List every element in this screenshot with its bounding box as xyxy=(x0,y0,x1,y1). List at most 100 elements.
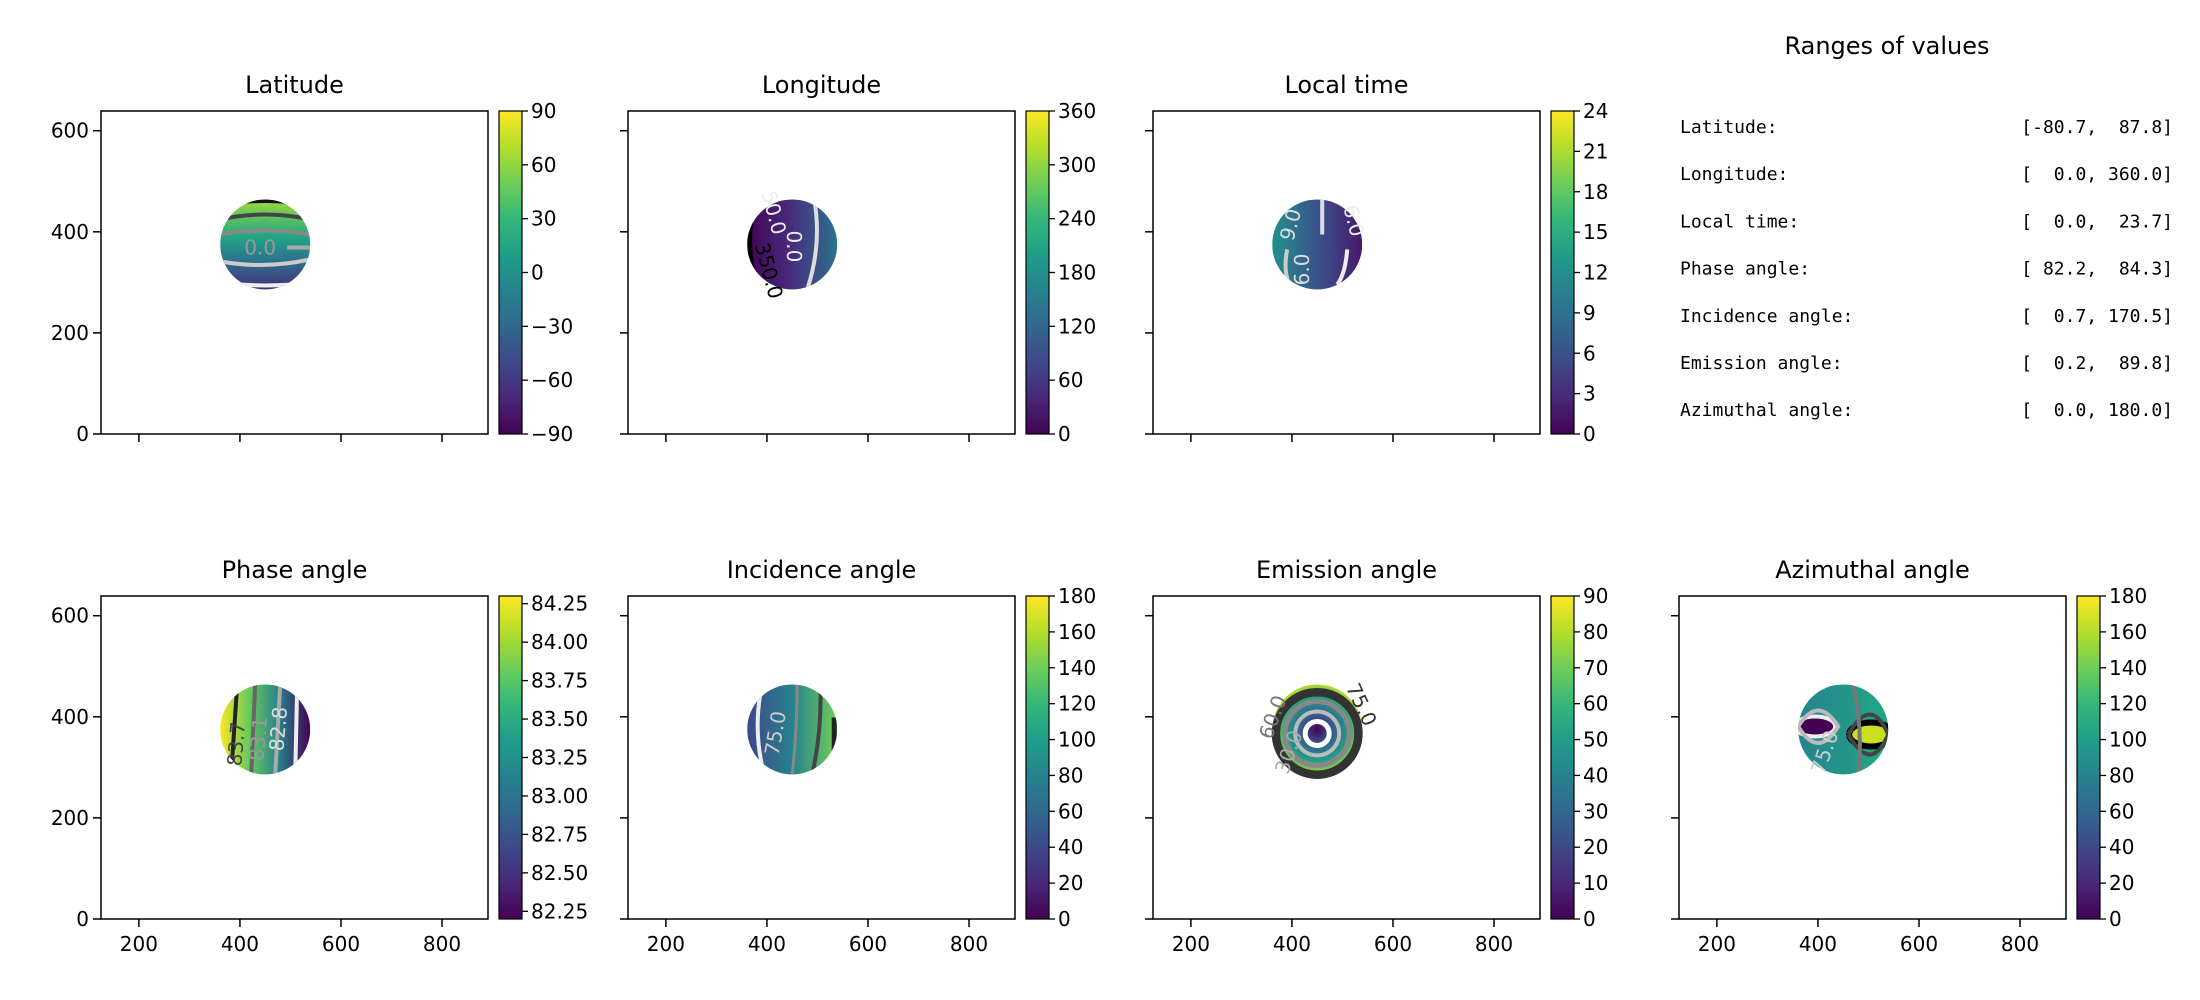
colorbar-tick-label: 40 xyxy=(1583,763,1608,787)
colorbar-tick-label: 160 xyxy=(2109,620,2147,644)
panel-latitude: Latitude 0.0 0 200 400 600 −90 −60 −30 0 30 60 90 xyxy=(51,71,573,446)
x-tick-label: 400 xyxy=(1799,932,1837,956)
y-tick-label: 0 xyxy=(76,907,89,931)
panel-title: Phase angle xyxy=(222,556,368,584)
colorbar-gradient xyxy=(1550,595,1575,920)
colorbar-tick-label: 0 xyxy=(2109,907,2122,931)
contour-line xyxy=(1293,709,1342,758)
y-tick-label: 0 xyxy=(76,422,89,446)
colorbar-tick-label: 40 xyxy=(1058,835,1083,859)
colorbar-tick-label: 0 xyxy=(1583,422,1596,446)
contour-label: 82.8 xyxy=(264,706,292,752)
contour-line xyxy=(1274,690,1361,775)
panel-title: Longitude xyxy=(762,71,881,99)
x-tick-label: 200 xyxy=(120,932,158,956)
x-tick-label: 600 xyxy=(1374,932,1412,956)
panel-title: Emission angle xyxy=(1256,556,1437,584)
axes-frame xyxy=(100,595,489,920)
y-tick-label: 600 xyxy=(51,604,89,628)
contour-line xyxy=(229,684,240,775)
panel-title: Local time xyxy=(1284,71,1408,99)
colorbar-tick-label: 82.25 xyxy=(531,899,588,923)
colorbar: 0 20 40 60 80 100 120 140 160 180 xyxy=(1025,584,1096,931)
colorbar-gradient xyxy=(1025,110,1050,435)
colorbar-tick-label: 0 xyxy=(1058,422,1071,446)
contour-line xyxy=(220,228,311,237)
colorbar-tick-label: 120 xyxy=(1058,314,1096,338)
x-tick-label: 400 xyxy=(748,932,786,956)
y-tick-label: 400 xyxy=(51,705,89,729)
contour-line xyxy=(249,684,258,775)
colorbar-tick-label: 30 xyxy=(531,207,556,231)
colorbar-tick-label: 83.50 xyxy=(531,707,588,731)
colorbar-tick-label: 140 xyxy=(1058,656,1096,680)
colorbar-tick-label: 180 xyxy=(1058,584,1096,608)
colorbar-tick-label: 120 xyxy=(2109,692,2147,716)
range-value: [-80.7, 87.8] xyxy=(2021,117,2173,138)
range-label: Longitude: xyxy=(1680,164,1788,185)
contour-line xyxy=(1335,249,1350,286)
colorbar-tick-label: 82.75 xyxy=(531,822,588,846)
colorbar-tick-label: 18 xyxy=(1583,180,1608,204)
colorbar-tick-label: 15 xyxy=(1583,220,1608,244)
range-value: [ 0.2, 89.8] xyxy=(2021,353,2173,374)
y-tick-label: 600 xyxy=(51,119,89,143)
x-tick-label: 400 xyxy=(221,932,259,956)
colorbar-tick-label: 83.75 xyxy=(531,669,588,693)
disk-image xyxy=(1798,684,1889,775)
colorbar-tick-label: 83.00 xyxy=(531,784,588,808)
x-tick-label: 800 xyxy=(423,932,461,956)
colorbar-tick-label: −30 xyxy=(531,314,573,338)
colorbar-gradient xyxy=(1550,110,1575,435)
contour-label: 83.7 xyxy=(222,721,250,767)
colorbar: 0 60 120 180 240 300 360 xyxy=(1025,99,1096,446)
colorbar-tick-label: 12 xyxy=(1583,261,1608,285)
colorbar-tick-label: 50 xyxy=(1583,728,1608,752)
range-row: Longitude: [ 0.0, 360.0] xyxy=(1680,164,2173,185)
panel-title: Latitude xyxy=(245,71,344,99)
y-tick-label: 400 xyxy=(51,220,89,244)
colorbar: 0 20 40 60 80 100 120 140 160 180 xyxy=(2076,584,2147,931)
disk-image xyxy=(1272,199,1363,290)
colorbar: −90 −60 −30 0 30 60 90 xyxy=(498,99,573,446)
colorbar-tick-label: 3 xyxy=(1583,382,1596,406)
contour-label: 0.0 xyxy=(244,235,276,259)
x-tick-label: 800 xyxy=(950,932,988,956)
range-row: Phase angle: [ 82.2, 84.3] xyxy=(1680,259,2173,280)
x-tick-label: 200 xyxy=(1172,932,1210,956)
range-label: Phase angle: xyxy=(1680,259,1810,280)
range-row: Latitude: [-80.7, 87.8] xyxy=(1680,117,2173,138)
colorbar-tick-label: 180 xyxy=(2109,584,2147,608)
y-tick-label: 200 xyxy=(51,321,89,345)
colorbar-tick-label: 0 xyxy=(531,261,544,285)
range-value: [ 82.2, 84.3] xyxy=(2021,259,2173,280)
range-value: [ 0.0, 23.7] xyxy=(2021,211,2173,232)
axes-frame xyxy=(1678,595,2067,920)
colorbar-tick-label: 60 xyxy=(1058,368,1083,392)
axes-frame xyxy=(627,595,1016,920)
range-label: Local time: xyxy=(1680,211,1799,232)
colorbar-gradient xyxy=(2076,595,2101,920)
colorbar-tick-label: 60 xyxy=(531,153,556,177)
panel-title: Azimuthal angle xyxy=(1775,556,1969,584)
colorbar-tick-label: 6 xyxy=(1583,341,1596,365)
colorbar-tick-label: 60 xyxy=(1583,692,1608,716)
colorbar-tick-label: −60 xyxy=(531,368,573,392)
colorbar-tick-label: 70 xyxy=(1583,656,1608,680)
disk-image xyxy=(747,684,838,775)
colorbar-tick-label: 360 xyxy=(1058,99,1096,123)
colorbar-tick-label: 30 xyxy=(1583,799,1608,823)
colorbar-tick-label: 60 xyxy=(2109,799,2134,823)
range-row: Incidence angle: [ 0.7, 170.5] xyxy=(1680,306,2173,327)
contour-label: 83.1 xyxy=(244,716,272,762)
range-label: Emission angle: xyxy=(1680,353,1843,374)
colorbar-tick-label: 120 xyxy=(1058,692,1096,716)
contour-line xyxy=(1282,698,1352,768)
colorbar: 82.25 82.50 82.75 83.00 83.25 83.50 83.75 84.00… xyxy=(498,592,588,923)
range-row: Local time: [ 0.0, 23.7] xyxy=(1680,211,2173,232)
colorbar-tick-label: 21 xyxy=(1583,139,1608,163)
x-tick-label: 800 xyxy=(1475,932,1513,956)
